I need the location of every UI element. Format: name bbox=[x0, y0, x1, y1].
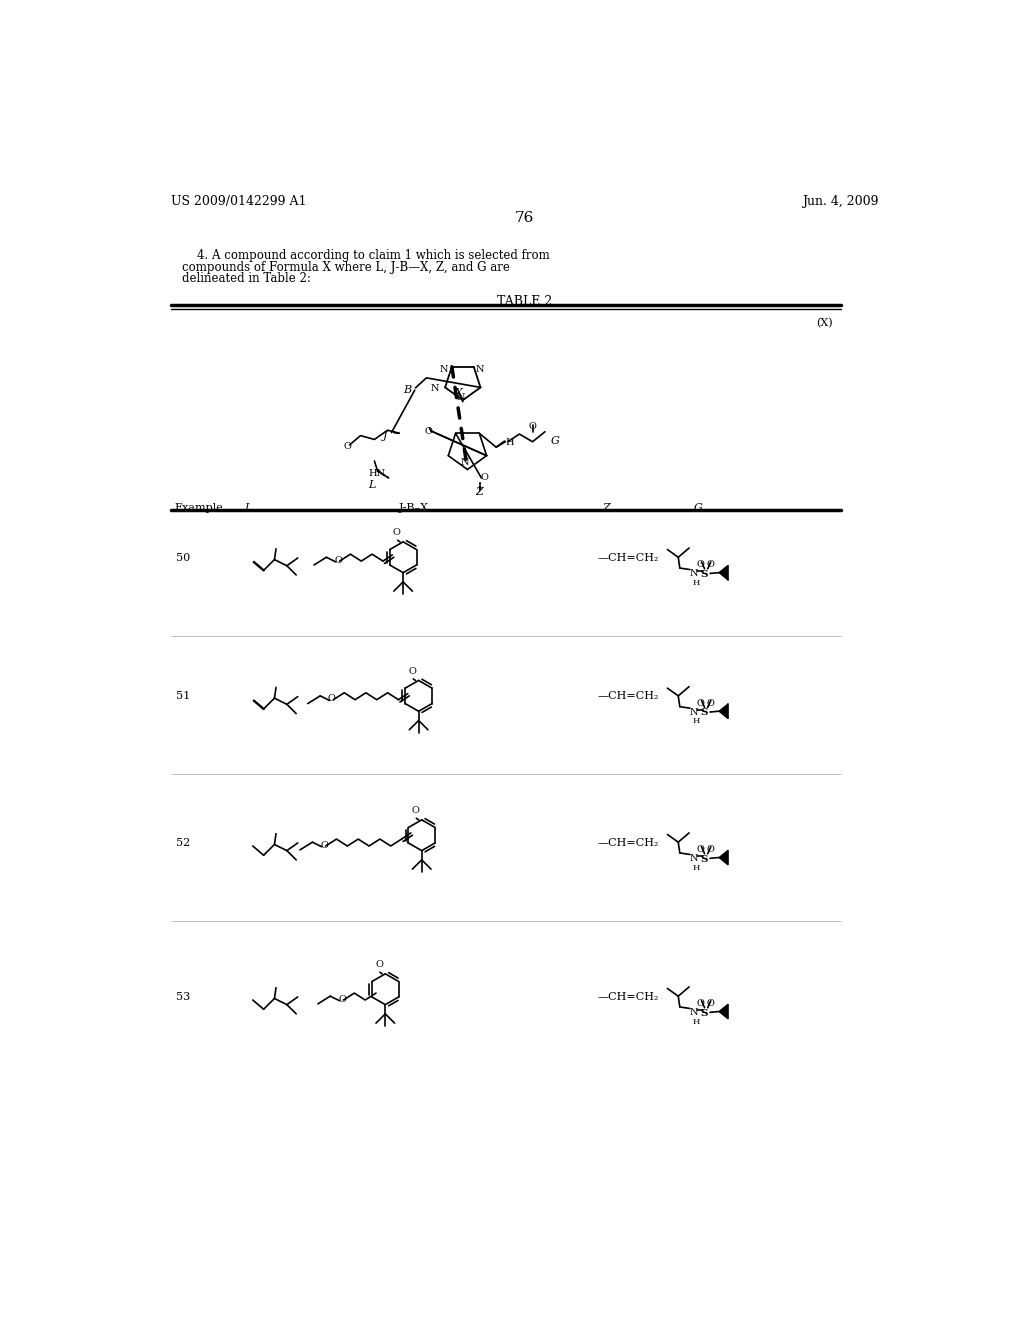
Text: O: O bbox=[707, 561, 715, 569]
Text: H: H bbox=[692, 1018, 699, 1026]
Text: B: B bbox=[403, 385, 412, 395]
Text: compounds of Formula X where L, J-B—X, Z, and G are: compounds of Formula X where L, J-B—X, Z… bbox=[182, 261, 510, 273]
Text: H: H bbox=[506, 438, 514, 447]
Text: S: S bbox=[700, 854, 709, 863]
Text: Z: Z bbox=[475, 487, 483, 498]
Text: J: J bbox=[383, 430, 388, 441]
Text: H: H bbox=[692, 579, 699, 587]
Text: X: X bbox=[455, 388, 463, 397]
Text: O: O bbox=[696, 845, 703, 854]
Text: N: N bbox=[689, 569, 697, 578]
Text: TABLE 2: TABLE 2 bbox=[498, 296, 552, 309]
Text: O: O bbox=[412, 807, 420, 816]
Text: L: L bbox=[369, 480, 376, 490]
Polygon shape bbox=[719, 850, 728, 865]
Text: Z: Z bbox=[602, 503, 610, 512]
Text: 76: 76 bbox=[515, 211, 535, 224]
Text: O: O bbox=[707, 845, 715, 854]
Text: N: N bbox=[689, 708, 697, 717]
Polygon shape bbox=[719, 566, 728, 579]
Text: O: O bbox=[375, 960, 383, 969]
Text: O: O bbox=[528, 422, 537, 430]
Text: O: O bbox=[696, 999, 703, 1008]
Text: —CH=CH₂: —CH=CH₂ bbox=[598, 553, 659, 562]
Text: N: N bbox=[430, 384, 439, 392]
Text: J-B–X: J-B–X bbox=[399, 503, 429, 512]
Text: O: O bbox=[393, 528, 400, 537]
Text: O: O bbox=[424, 428, 432, 436]
Text: L: L bbox=[245, 503, 252, 512]
Text: 51: 51 bbox=[176, 692, 190, 701]
Text: O: O bbox=[707, 700, 715, 708]
Text: N: N bbox=[457, 393, 465, 403]
Text: N: N bbox=[689, 1008, 697, 1016]
Text: US 2009/0142299 A1: US 2009/0142299 A1 bbox=[171, 195, 306, 209]
Text: O: O bbox=[480, 473, 488, 482]
Text: HN: HN bbox=[369, 469, 385, 478]
Text: H: H bbox=[692, 863, 699, 871]
Text: (X): (X) bbox=[816, 318, 833, 329]
Text: 52: 52 bbox=[176, 838, 190, 847]
Text: O: O bbox=[343, 442, 351, 450]
Text: G: G bbox=[550, 436, 559, 446]
Text: Jun. 4, 2009: Jun. 4, 2009 bbox=[803, 195, 879, 209]
Text: G: G bbox=[693, 503, 702, 512]
Text: O: O bbox=[338, 995, 346, 1003]
Text: Example: Example bbox=[174, 503, 223, 512]
Text: —CH=CH₂: —CH=CH₂ bbox=[598, 692, 659, 701]
Text: —CH=CH₂: —CH=CH₂ bbox=[598, 991, 659, 1002]
Text: S: S bbox=[700, 709, 709, 717]
Text: O: O bbox=[334, 556, 342, 565]
Text: O: O bbox=[409, 667, 417, 676]
Text: N: N bbox=[461, 458, 469, 467]
Text: S: S bbox=[700, 1008, 709, 1018]
Polygon shape bbox=[719, 705, 728, 718]
Text: 50: 50 bbox=[176, 553, 190, 562]
Text: O: O bbox=[707, 999, 715, 1008]
Text: N: N bbox=[439, 366, 447, 374]
Text: —CH=CH₂: —CH=CH₂ bbox=[598, 838, 659, 847]
Polygon shape bbox=[719, 1005, 728, 1019]
Text: 53: 53 bbox=[176, 991, 190, 1002]
Text: O: O bbox=[696, 561, 703, 569]
Text: 4. A compound according to claim 1 which is selected from: 4. A compound according to claim 1 which… bbox=[182, 249, 550, 263]
Text: delineated in Table 2:: delineated in Table 2: bbox=[182, 272, 311, 285]
Text: O: O bbox=[696, 700, 703, 708]
Text: S: S bbox=[700, 570, 709, 578]
Text: N: N bbox=[475, 366, 483, 374]
Text: O: O bbox=[328, 694, 336, 704]
Text: O: O bbox=[321, 841, 328, 850]
Text: N: N bbox=[689, 854, 697, 863]
Text: H: H bbox=[692, 718, 699, 726]
